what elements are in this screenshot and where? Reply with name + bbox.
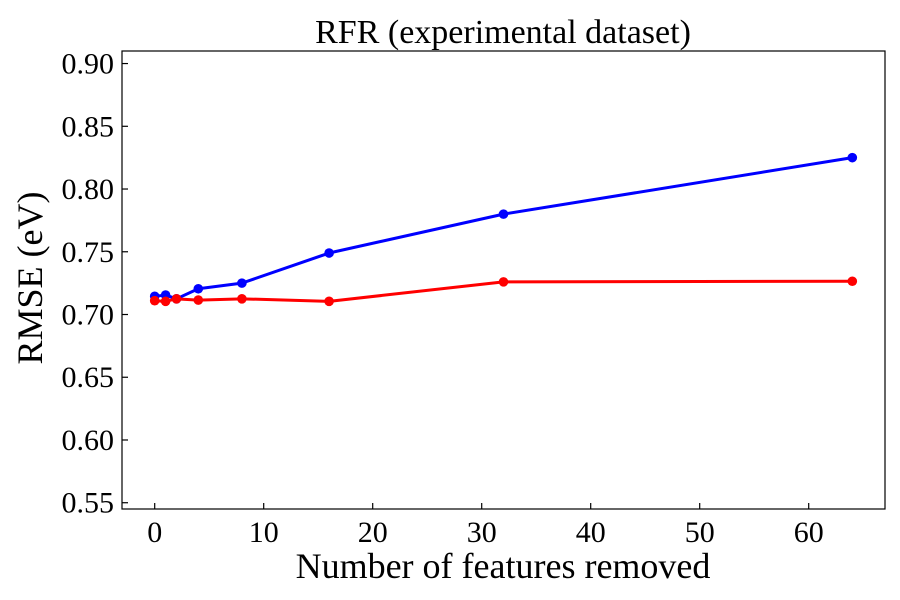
y-tick-label: 0.90 [62, 48, 115, 81]
series-2-point [193, 295, 204, 305]
chart-title: RFR (experimental dataset) [315, 14, 691, 51]
series-1-point [193, 283, 204, 294]
y-tick-label: 0.65 [62, 361, 115, 394]
series-1-point [324, 248, 334, 258]
series-2-point [498, 277, 509, 287]
series-2-point [171, 294, 182, 304]
y-tick-label: 0.75 [62, 236, 115, 269]
x-tick-label: 50 [685, 516, 715, 549]
x-tick-label: 30 [467, 516, 497, 549]
y-tick-label: 0.55 [62, 487, 115, 520]
x-tick-label: 10 [249, 516, 279, 549]
series-1-point [237, 278, 247, 288]
x-tick-label: 60 [794, 516, 824, 549]
x-tick-label: 0 [147, 516, 162, 549]
plot-frame [121, 50, 886, 510]
series-2-point [237, 294, 247, 304]
y-tick-label: 0.85 [62, 110, 115, 143]
plot-area: 0 10 20 30 40 50 60 0.55 0.60 0.65 0.70 0.75 0.80 0.8… [62, 48, 886, 549]
x-tick-label: 40 [576, 516, 606, 549]
x-tick-label: 20 [358, 516, 388, 549]
x-axis-label: Number of features removed [296, 546, 711, 586]
series-2-point [847, 276, 858, 287]
series-1-point [498, 209, 509, 219]
y-tick-label: 0.70 [62, 299, 115, 332]
series-2-point [149, 295, 160, 306]
series-1-point [847, 152, 858, 163]
series-2-point [160, 296, 171, 307]
series-2-point [324, 296, 334, 307]
y-axis-label: RMSE (eV) [10, 192, 50, 365]
y-tick-label: 0.60 [62, 424, 115, 457]
y-tick-label: 0.80 [62, 173, 115, 206]
